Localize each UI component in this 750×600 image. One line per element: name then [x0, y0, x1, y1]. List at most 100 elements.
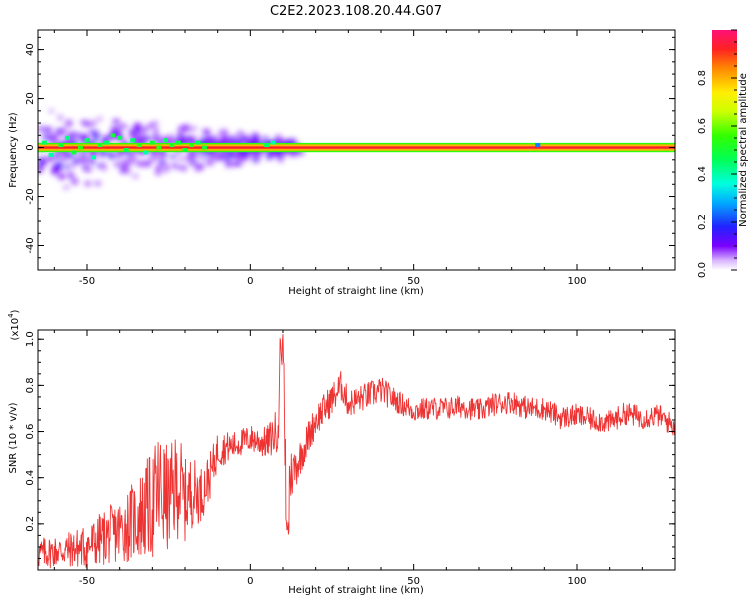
colorbar: 0.0 0.2 0.4 0.6 0.8 Normalized spectral ampl… [697, 29, 749, 278]
spectrogram-haze-cell [220, 152, 226, 158]
spectrogram-plot-area [38, 109, 675, 189]
spectrogram-haze-cell [109, 152, 115, 159]
spectrogram-haze-cell [161, 151, 168, 156]
snr-y-tick-label: 1.0 [25, 331, 36, 347]
spectrogram-cell [535, 143, 541, 148]
spectrogram-haze-cell [236, 160, 242, 167]
spectrogram-haze-cell [233, 134, 238, 139]
spectrogram-haze-cell [247, 137, 253, 141]
spectrogram-haze-cell [221, 129, 228, 134]
spectrogram-haze-cell [123, 164, 131, 168]
spectrogram-haze-cell [128, 129, 135, 136]
spectrogram-panel: -50 0 50 100 -40 -20 0 20 40 Height of straight … [8, 29, 676, 297]
spectrogram-y-tick-label: 0 [25, 144, 36, 150]
spectrogram-cell [58, 143, 64, 148]
spectrogram-haze-cell [180, 139, 186, 145]
spectrogram-haze-cell [188, 136, 196, 141]
spectrogram-cell [264, 143, 270, 148]
spectrogram-haze-cell [210, 149, 216, 156]
spectrogram-x-tick-label: 50 [407, 276, 420, 287]
spectrogram-cell [91, 155, 97, 160]
spectrogram-haze-cell [51, 135, 57, 141]
snr-series-line [38, 333, 675, 569]
spectrogram-haze-cell [71, 131, 77, 138]
spectrogram-haze-cell [89, 152, 97, 158]
spectrogram-haze-cell [81, 120, 88, 125]
snr-y-scale: (x104) [7, 309, 21, 340]
snr-x-tick-label: 100 [567, 576, 586, 587]
spectrogram-haze-cell [120, 124, 127, 129]
spectrogram-haze-cell [64, 151, 71, 156]
spectrogram-haze-cell [291, 149, 297, 156]
spectrogram-haze-cell [151, 121, 159, 126]
spectrogram-haze-cell [77, 133, 83, 139]
spectrogram-haze-cell [67, 172, 74, 177]
spectrogram-haze-cell [44, 127, 49, 133]
spectrogram-x-tick-label: 100 [567, 276, 586, 287]
spectrogram-haze-cell [101, 166, 107, 171]
spectrogram-haze-cell [84, 181, 91, 186]
spectrogram-haze-cell [126, 170, 131, 174]
spectrogram-haze-cell [71, 178, 78, 185]
spectrogram-haze-cell [39, 161, 46, 167]
spectrogram-cell [123, 148, 129, 152]
spectrogram-cell [169, 143, 175, 148]
spectrogram-haze-cell [113, 119, 120, 124]
spectrogram-cell [42, 140, 48, 145]
spectrogram-haze-cell [64, 156, 70, 160]
spectrogram-haze-cell [168, 134, 174, 140]
spectrogram-haze-cell [58, 114, 63, 121]
snr-x-tick-label: 0 [247, 576, 253, 587]
spectrogram-cell [156, 145, 162, 150]
spectrogram-haze-cell [71, 139, 77, 144]
spectrogram-cell [195, 140, 201, 145]
spectrogram-haze-cell [184, 124, 189, 130]
snr-y-scale-close: ) [10, 309, 21, 313]
spectrogram-haze-cell [253, 136, 259, 141]
spectrogram-haze-cell [194, 167, 200, 172]
spectrogram-cell [136, 143, 142, 148]
spectrogram-haze-cell [154, 138, 161, 143]
spectrogram-haze-cell [119, 138, 125, 143]
spectrogram-haze-cell [63, 185, 70, 189]
spectrogram-haze-cell [122, 166, 128, 170]
snr-x-label: Height of straight line (km) [288, 585, 424, 596]
spectrogram-haze-cell [230, 136, 236, 140]
spectrogram-haze-cell [144, 128, 149, 132]
spectrogram-haze-cell [45, 126, 53, 133]
spectrogram-haze-cell [102, 136, 110, 142]
spectrogram-haze-cell [233, 137, 239, 143]
spectrogram-haze-cell [45, 135, 52, 141]
spectrogram-haze-cell [83, 158, 90, 162]
spectrogram-haze-cell [99, 151, 106, 156]
spectrogram-x-label: Height of straight line (km) [288, 286, 424, 297]
snr-x-tick-label: 50 [407, 576, 420, 587]
spectrogram-haze-cell [48, 155, 54, 161]
spectrogram-cell [143, 150, 149, 155]
colorbar-tick-label: 0.8 [697, 70, 708, 86]
spectrogram-haze-cell [58, 130, 64, 137]
spectrogram-cell [149, 140, 155, 145]
spectrogram-haze-cell [253, 150, 261, 156]
spectrogram-haze-cell [131, 128, 137, 133]
spectrogram-haze-cell [153, 128, 158, 135]
spectrogram-x-tick-label: -50 [79, 276, 95, 287]
spectrogram-haze-cell [81, 134, 89, 139]
spectrogram-frame [37, 29, 676, 271]
spectrogram-haze-cell [225, 156, 230, 163]
spectrogram-haze-cell [153, 133, 160, 140]
spectrogram-haze-cell [212, 136, 217, 141]
spectrogram-haze-cell [252, 133, 259, 139]
spectrogram-haze-cell [152, 136, 158, 141]
spectrogram-haze-cell [84, 121, 91, 127]
spectrogram-cell [182, 148, 188, 152]
spectrogram-haze-cell [38, 126, 43, 132]
spectrogram-cell [202, 145, 208, 150]
spectrogram-haze-cell [266, 152, 273, 157]
spectrogram-haze-cell [192, 152, 200, 158]
snr-y-scale-base: (x10 [10, 318, 21, 341]
spectrogram-haze-cell [164, 163, 169, 170]
spectrogram-haze-cell [135, 160, 140, 166]
spectrogram-haze-cell [206, 159, 212, 164]
